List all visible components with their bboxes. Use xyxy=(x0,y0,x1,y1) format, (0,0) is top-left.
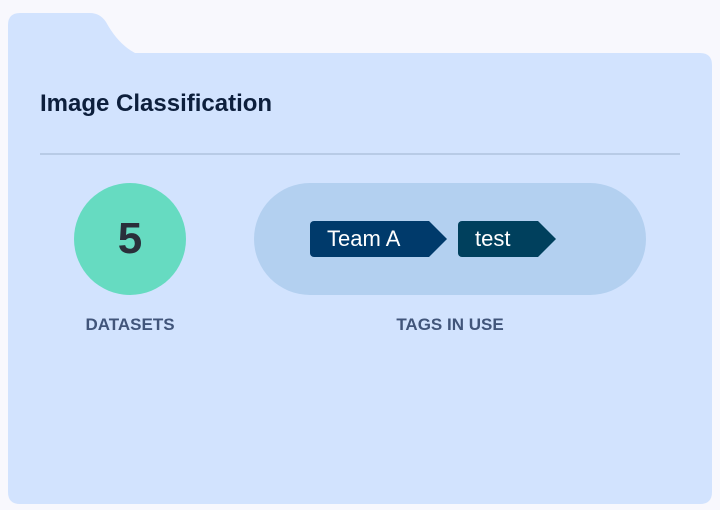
tag-test[interactable]: test xyxy=(458,221,556,257)
datasets-count[interactable]: 5 xyxy=(74,183,186,295)
divider xyxy=(40,153,680,155)
card-title: Image Classification xyxy=(40,90,273,117)
datasets-label: DATASETS xyxy=(85,315,175,334)
tags-label: TAGS IN USE xyxy=(396,315,504,334)
tag-team-a[interactable]: Team A xyxy=(310,221,447,257)
